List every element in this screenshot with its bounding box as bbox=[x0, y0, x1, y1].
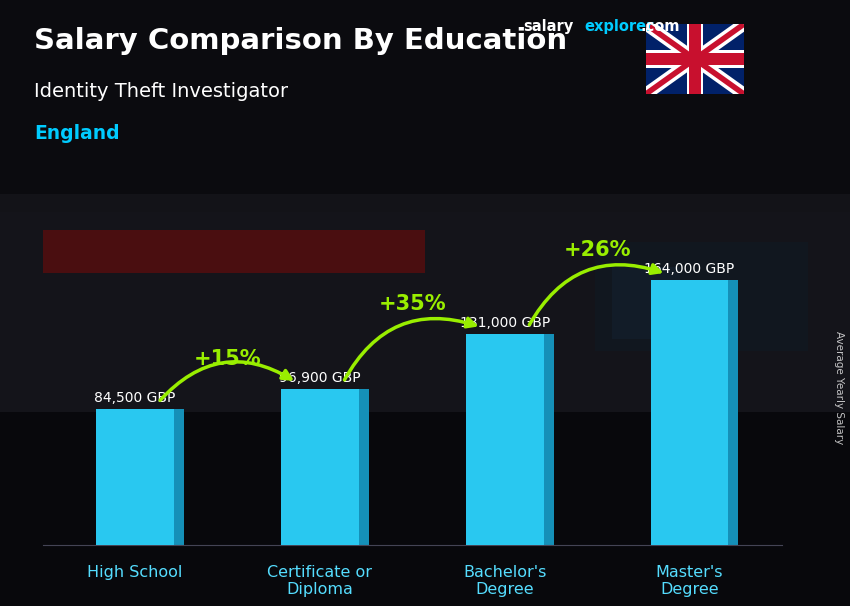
Bar bbox=[612, 267, 680, 339]
Bar bbox=[689, 24, 700, 94]
Bar bbox=[0, 194, 850, 424]
Bar bbox=[281, 389, 359, 545]
Bar bbox=[42, 230, 425, 273]
Text: explorer: explorer bbox=[584, 19, 654, 35]
Text: +35%: +35% bbox=[378, 294, 446, 314]
Polygon shape bbox=[543, 334, 553, 545]
FancyArrowPatch shape bbox=[160, 362, 291, 401]
Text: +26%: +26% bbox=[564, 241, 631, 261]
Bar bbox=[646, 50, 744, 68]
Polygon shape bbox=[728, 281, 739, 545]
Bar bbox=[651, 281, 728, 545]
Text: .com: .com bbox=[640, 19, 679, 35]
Text: England: England bbox=[34, 124, 120, 143]
Text: Identity Theft Investigator: Identity Theft Investigator bbox=[34, 82, 288, 101]
Bar bbox=[687, 24, 703, 94]
Text: 131,000 GBP: 131,000 GBP bbox=[460, 316, 550, 330]
Bar bbox=[0, 0, 850, 212]
Text: 96,900 GBP: 96,900 GBP bbox=[279, 371, 360, 385]
Bar bbox=[466, 334, 543, 545]
Text: Salary Comparison By Education: Salary Comparison By Education bbox=[34, 27, 567, 55]
Polygon shape bbox=[359, 389, 369, 545]
Bar bbox=[96, 409, 173, 545]
Text: +15%: +15% bbox=[194, 349, 261, 369]
Bar bbox=[42, 230, 425, 273]
Bar bbox=[646, 53, 744, 65]
FancyArrowPatch shape bbox=[344, 318, 475, 380]
Text: 164,000 GBP: 164,000 GBP bbox=[644, 262, 734, 276]
FancyArrowPatch shape bbox=[530, 265, 660, 325]
Bar bbox=[595, 242, 808, 351]
Text: Average Yearly Salary: Average Yearly Salary bbox=[834, 331, 844, 444]
Bar bbox=[0, 412, 850, 606]
Text: salary: salary bbox=[523, 19, 573, 35]
Polygon shape bbox=[173, 409, 184, 545]
Text: 84,500 GBP: 84,500 GBP bbox=[94, 391, 176, 405]
